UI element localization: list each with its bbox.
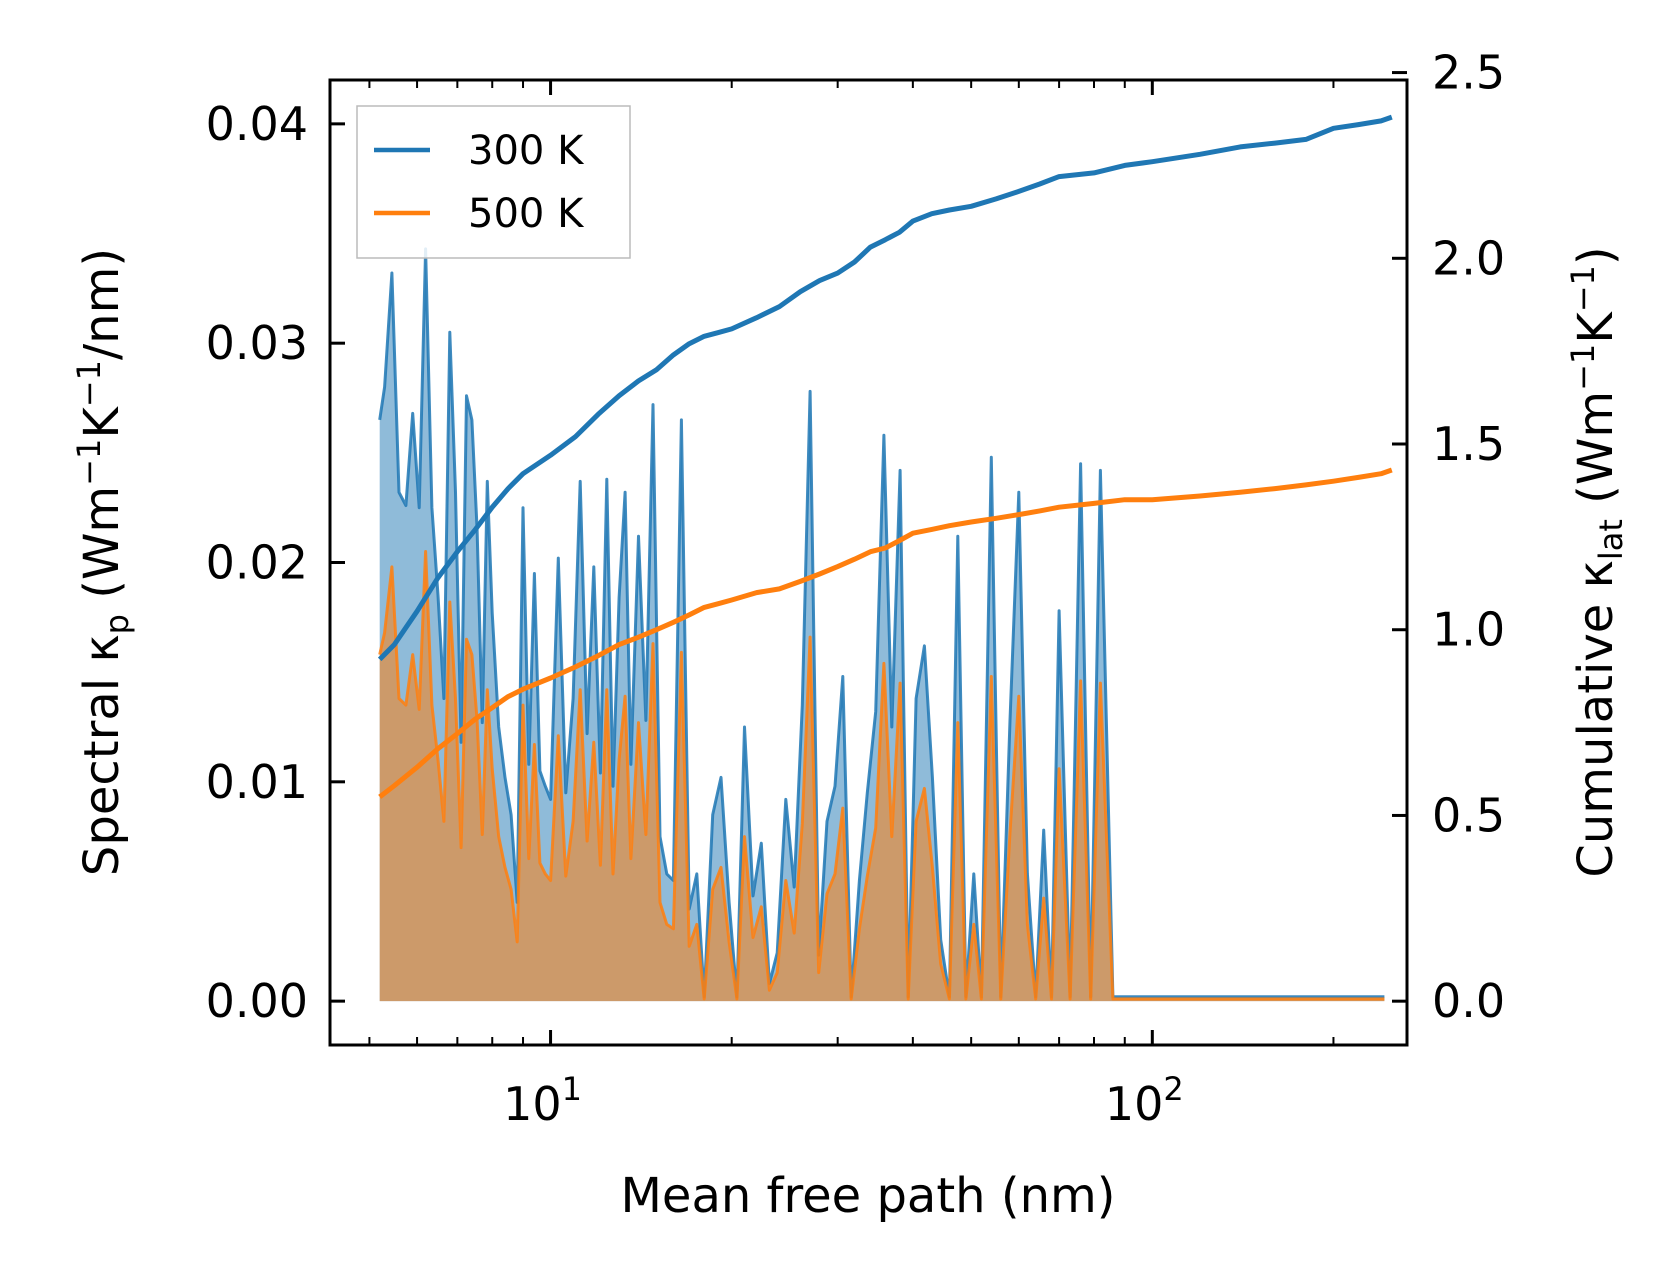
y-left-tick-label: 0.03: [206, 316, 308, 370]
y-left-tick-label: 0.01: [206, 755, 308, 809]
tick-labels: 0.00 0.01 0.02 0.03 0.04 0.0 0.5 1.0 1.5 2.0 2.5 10…: [206, 46, 1506, 1131]
y-right-sup1: −1: [1564, 344, 1602, 391]
cumulative-line-500k: [378, 467, 1393, 799]
y-right-sub: lat: [1592, 519, 1630, 560]
spectral-line-300k: [378, 247, 1385, 999]
y-left-tick-label: 0.00: [206, 974, 308, 1028]
y-left-sub: p: [98, 614, 136, 634]
cumulative-line-300k: [377, 114, 1393, 662]
x-axis-label: Mean free path (nm): [621, 1168, 1116, 1224]
x-tick-label: 102: [1105, 1070, 1184, 1131]
y-right-tick-label: 1.5: [1432, 417, 1505, 471]
axis-ticks: [330, 71, 1407, 1045]
y-left-tick-label: 0.04: [206, 97, 308, 151]
spectral-line-500k: [378, 550, 1385, 1001]
x-tick-label: 101: [503, 1070, 582, 1131]
spectral-area-300k: [379, 248, 1385, 1002]
y-right-tick-label: 2.0: [1432, 231, 1505, 285]
y-axis-label-left: Spectral κp (Wm−1K−1/nm): [70, 248, 136, 876]
spectral-fills: [378, 247, 1385, 1002]
y-right-tick-label: 0.5: [1432, 788, 1505, 842]
y-axis-label-right: Cumulative κlat (Wm−1K−1): [1564, 246, 1630, 877]
legend-label-300k: 300 K: [468, 128, 585, 174]
y-right-tick-label: 2.5: [1432, 46, 1505, 100]
legend-box: [356, 105, 631, 259]
y-right-sup2: −1: [1564, 265, 1602, 312]
y-right-tick-label: 1.0: [1432, 603, 1505, 657]
legend-label-500k: 500 K: [468, 191, 585, 237]
y-right-tick-label: 0.0: [1432, 974, 1505, 1028]
series-lines: [377, 114, 1393, 799]
y-left-sup1: −1: [70, 439, 108, 486]
y-left-tick-label: 0.02: [206, 536, 308, 590]
spectral-area-500k: [379, 551, 1385, 1002]
legend: 300 K 500 K: [356, 105, 631, 259]
y-left-sup2: −1: [70, 360, 108, 407]
